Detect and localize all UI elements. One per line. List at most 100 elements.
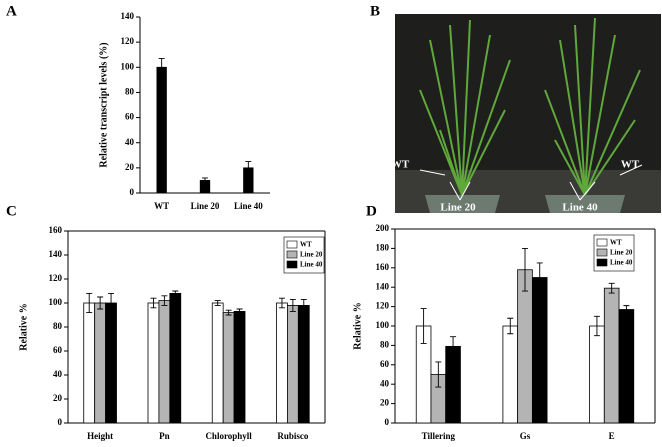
error-bar [623,305,630,314]
legend-swatch [286,250,298,259]
error-bar [158,58,165,77]
error-bar [202,177,208,184]
error-bar [289,298,296,312]
panel-letter: C [6,203,17,219]
x-tick-label: E [609,431,615,441]
error-bar [278,297,285,309]
legend-label: Line 40 [300,261,323,269]
photo-label: WT [391,159,410,171]
error-bar [86,292,93,314]
panel-letter: D [366,203,377,219]
y-axis-label: Relative transcript levels (%) [98,42,109,167]
y-tick-label: 40 [125,137,135,147]
bar [156,66,167,194]
error-bar [97,296,104,310]
error-bar [420,308,427,344]
y-tick-label: 20 [53,393,63,403]
error-bar [300,298,307,312]
error-bar [245,161,252,175]
bar [589,325,605,424]
bar [211,302,224,424]
y-tick-label: 20 [125,162,135,172]
y-tick-label: 0 [385,417,390,427]
legend-label: WT [300,241,312,249]
y-tick-label: 80 [125,86,135,96]
bar [94,302,106,424]
bar [169,292,182,424]
legend-label: Line 20 [610,249,633,257]
y-tick-label: 80 [53,321,63,331]
y-axis-label: Relative % [352,302,363,350]
x-tick-label: WT [154,201,169,211]
error-bar [225,309,232,316]
y-axis-label: Relative % [18,303,29,351]
bar [276,302,288,424]
y-tick-label: 60 [125,112,135,122]
y-tick-label: 200 [376,223,390,233]
legend-swatch [596,238,608,247]
x-tick-label: Rubisco [277,431,309,441]
bar [105,302,117,424]
bar [158,300,171,424]
legend-swatch [286,260,298,269]
y-tick-label: 120 [376,301,390,311]
y-tick-label: 80 [380,339,390,349]
error-bar [108,292,115,314]
legend-label: Line 40 [610,259,633,267]
bar [603,287,620,424]
error-bar [507,317,514,335]
error-bar [536,262,543,293]
x-tick-label: Chlorophyll [205,431,252,441]
x-tick-label: Height [87,431,113,441]
panel-letter: A [6,3,17,19]
legend-swatch [596,248,608,257]
error-bar [593,315,600,337]
y-tick-label: 120 [121,36,135,46]
y-tick-label: 40 [380,378,390,388]
photo-label: WT [621,159,640,171]
y-tick-label: 0 [58,417,63,427]
y-tick-label: 60 [53,345,63,355]
bar [287,304,299,424]
error-bar [435,361,442,388]
error-bar [150,297,157,309]
error-bar [214,300,221,306]
bar [233,310,246,424]
error-bar [522,247,528,292]
y-tick-label: 0 [130,187,135,197]
error-bar [236,308,243,315]
error-bar [161,295,168,306]
legend-label: WT [610,239,622,247]
y-tick-label: 20 [380,398,390,408]
error-bar [450,336,457,357]
bar [618,309,635,424]
y-tick-label: 60 [380,359,390,369]
x-tick-label: Gs [520,431,531,441]
photo-label: Line 40 [562,202,598,214]
y-tick-label: 100 [49,297,63,307]
x-tick-label: Pn [159,431,170,441]
bar [222,312,235,424]
x-tick-label: Line 20 [191,201,220,211]
legend-swatch [596,258,608,267]
bar [531,277,548,424]
y-tick-label: 160 [376,262,390,272]
y-tick-label: 140 [49,249,63,259]
bar [297,304,310,424]
y-tick-label: 40 [53,369,63,379]
y-tick-label: 120 [49,273,63,283]
bar [83,302,96,424]
bar [517,269,533,424]
x-tick-label: Line 40 [234,201,263,211]
y-tick-label: 140 [121,11,135,21]
y-tick-label: 100 [376,320,390,330]
error-bar [172,290,179,297]
legend-label: Line 20 [300,251,323,259]
y-tick-label: 160 [49,225,63,235]
bar [502,325,519,424]
photo-label: Line 20 [440,202,476,214]
legend-swatch [286,240,298,249]
photo [395,14,661,213]
y-tick-label: 140 [376,281,390,291]
